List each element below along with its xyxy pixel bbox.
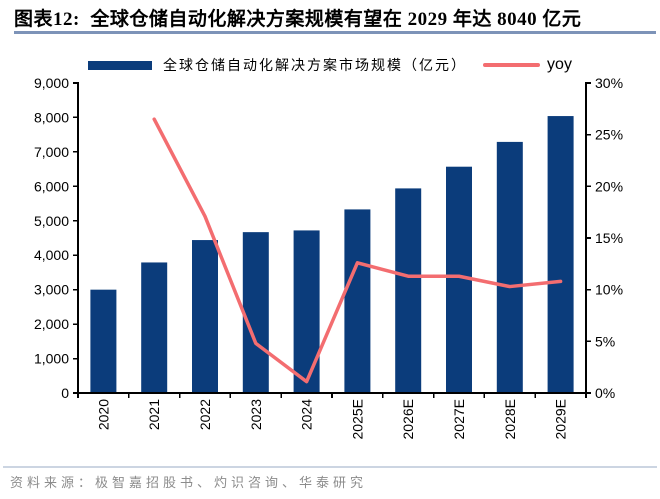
x-label-2026E: 2026E [400,399,416,439]
x-label-2024: 2024 [299,399,315,430]
right-tick-label-20%: 20% [595,178,623,194]
left-tick-label-8,000: 8,000 [34,109,69,125]
bar-2025E [344,209,371,393]
x-label-2023: 2023 [248,399,264,430]
chart-legend: 全球仓储自动化解决方案市场规模（亿元） yoy [0,53,660,77]
bar-2022 [192,240,218,393]
line-series-label: yoy [547,56,572,73]
bar-2024 [293,230,320,393]
left-tick-label-6,000: 6,000 [34,178,69,194]
x-label-2025E: 2025E [349,399,365,439]
bar-2020 [90,289,117,393]
left-tick-label-4,000: 4,000 [34,247,69,263]
bar-series-label: 全球仓储自动化解决方案市场规模（亿元） [163,59,468,74]
right-tick-label-0%: 0% [595,385,615,401]
right-tick-label-10%: 10% [595,282,623,298]
title-divider [14,31,656,34]
right-tick-label-15%: 15% [595,230,623,246]
combo-chart: 0 1,000 2,000 3,000 4,000 5,000 6,000 7,000 8,00… [34,76,623,439]
x-label-2020: 2020 [95,399,111,430]
bar-2027E [446,166,472,393]
x-label-2029E: 2029E [553,399,569,439]
bar-series-swatch [88,60,153,70]
left-tick-label-1,000: 1,000 [34,351,69,367]
left-tick-label-3,000: 3,000 [34,282,69,298]
right-tick-label-5%: 5% [595,333,615,349]
left-tick-label-9,000: 9,000 [34,76,69,91]
footer-divider [3,466,657,468]
left-tick-label-2,000: 2,000 [34,316,69,332]
x-label-2022: 2022 [197,399,213,430]
source-note: 资料来源：极智嘉招股书、灼识咨询、华泰研究 [10,475,368,490]
x-label-2028E: 2028E [502,399,518,439]
line-series-swatch [483,63,541,67]
bar-2021 [141,262,168,393]
bar-2028E [496,141,523,393]
x-label-2027E: 2027E [451,399,467,439]
right-tick-label-25%: 25% [595,127,623,143]
right-tick-label-30%: 30% [595,76,623,91]
left-tick-label-7,000: 7,000 [34,144,69,160]
x-label-2021: 2021 [146,399,162,430]
left-tick-label-5,000: 5,000 [34,213,69,229]
yoy-line [152,117,563,384]
bar-2023 [242,232,269,393]
bar-2029E [547,116,574,394]
figure-title: 图表12: 全球仓储自动化解决方案规模有望在 2029 年达 8040 亿元 [14,9,582,30]
left-tick-label-0: 0 [61,385,69,401]
bar-2026E [395,188,422,393]
